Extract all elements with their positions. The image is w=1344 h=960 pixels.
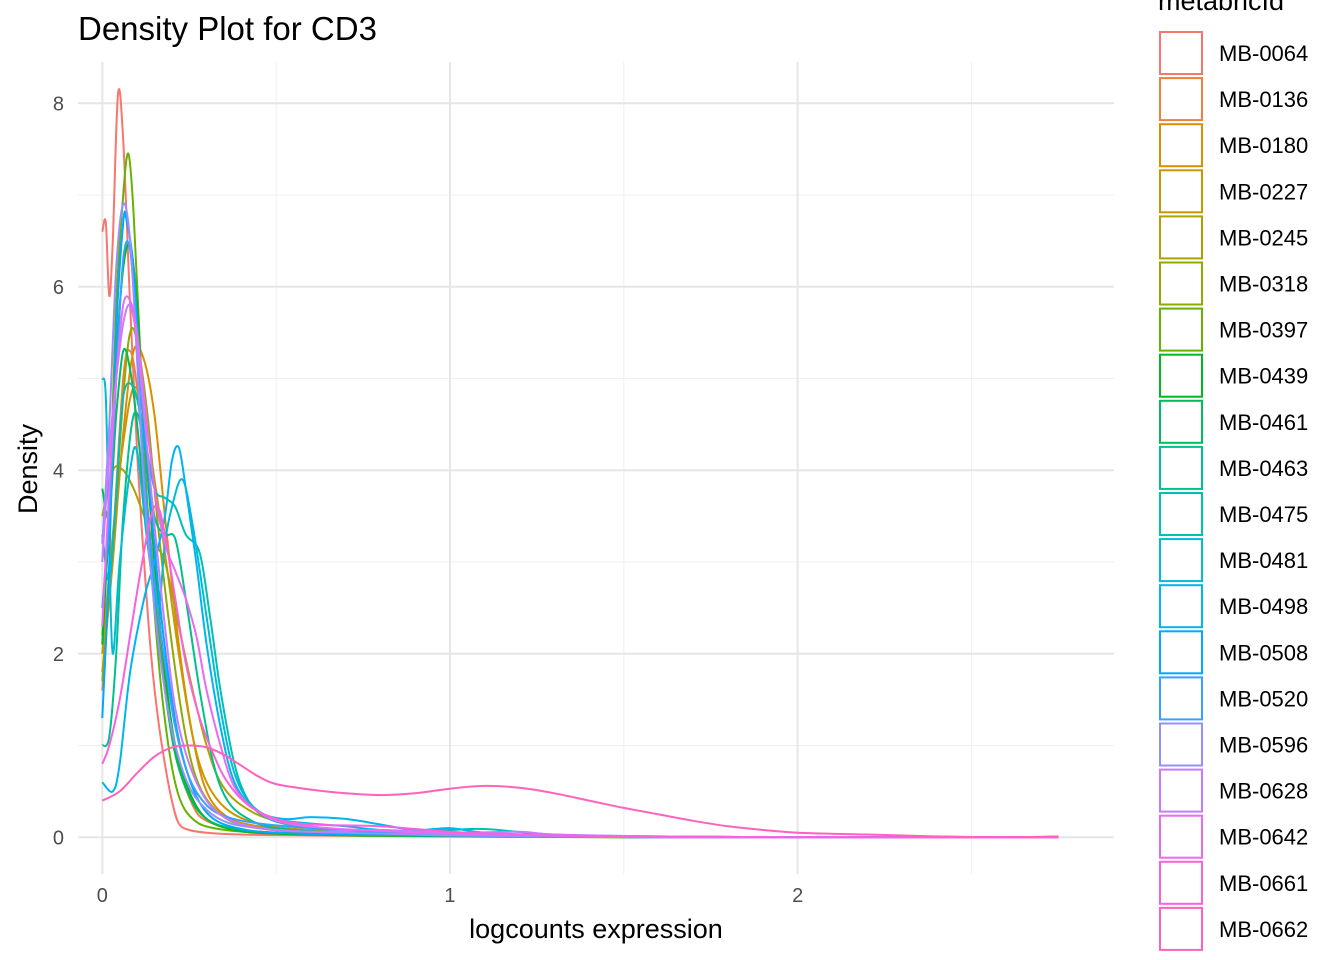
legend-item-mb-0227: MB-0227 [1159, 169, 1308, 214]
legend-item-mb-0463: MB-0463 [1159, 445, 1308, 490]
density-curve-mb-0628 [101, 303, 1059, 839]
density-curve-mb-0498 [101, 444, 1059, 839]
y-tick-label: 2 [53, 644, 64, 666]
legend-key [1159, 584, 1203, 629]
legend-item-mb-0318: MB-0318 [1159, 261, 1308, 306]
legend-item-mb-0245: MB-0245 [1159, 215, 1308, 260]
legend-key [1159, 538, 1203, 583]
legend-label: MB-0475 [1219, 502, 1308, 527]
legend-key [1159, 676, 1203, 721]
legend-key [1159, 307, 1203, 352]
legend-item-mb-0397: MB-0397 [1159, 307, 1308, 352]
legend-key [1159, 169, 1203, 214]
density-curve-mb-0463 [101, 410, 1059, 839]
legend-item-mb-0662: MB-0662 [1159, 906, 1308, 951]
legend-label: MB-0180 [1219, 133, 1308, 158]
density-curve-mb-0136 [101, 349, 1059, 839]
legend-label: MB-0498 [1219, 594, 1308, 619]
legend-label: MB-0508 [1219, 640, 1308, 665]
chart-title: Density Plot for CD3 [78, 10, 377, 47]
x-tick-label: 0 [97, 885, 108, 907]
legend-label: MB-0596 [1219, 733, 1308, 758]
y-tick-label: 6 [53, 277, 64, 299]
legend-key [1159, 77, 1203, 122]
legend-item-mb-0628: MB-0628 [1159, 768, 1308, 813]
density-curve-mb-0662 [101, 744, 1059, 839]
legend-items: MB-0064 MB-0136 MB-0180 MB-0227 MB-0245 MB-03… [1159, 31, 1308, 951]
legend-label: MB-0136 [1219, 87, 1308, 112]
legend-key [1159, 215, 1203, 260]
x-axis-title: logcounts expression [469, 914, 723, 944]
density-curve-mb-0508 [101, 210, 1059, 839]
y-tick-label: 0 [53, 827, 64, 849]
legend-item-mb-0642: MB-0642 [1159, 814, 1308, 859]
legend-item-mb-0064: MB-0064 [1159, 31, 1308, 75]
legend-label: MB-0463 [1219, 456, 1308, 481]
legend-label: MB-0227 [1219, 179, 1308, 204]
legend-key [1159, 353, 1203, 398]
legend-title: metabricId [1158, 0, 1284, 16]
legend-item-mb-0596: MB-0596 [1159, 722, 1308, 767]
legend-label: MB-0439 [1219, 364, 1308, 389]
legend-item-mb-0475: MB-0475 [1159, 492, 1308, 536]
density-curve-mb-0642 [101, 295, 1059, 839]
legend-key [1159, 906, 1203, 951]
legend-label: MB-0064 [1219, 41, 1308, 66]
legend-item-mb-0508: MB-0508 [1159, 630, 1308, 675]
y-tick-label: 4 [53, 460, 64, 482]
minor-gridlines [78, 62, 1114, 874]
x-tick-label: 1 [444, 885, 455, 907]
density-curve-mb-0596 [101, 202, 1059, 839]
legend-label: MB-0397 [1219, 318, 1308, 343]
legend-key [1159, 630, 1203, 675]
density-curve-mb-0661 [101, 504, 1059, 839]
density-curve-mb-0318 [101, 326, 1059, 839]
legend: metabricId MB-0064MB-0136MB-0180MB-0227M… [1158, 0, 1308, 951]
density-curves [101, 88, 1059, 839]
y-tick-label: 8 [53, 93, 64, 115]
major-gridlines [78, 62, 1114, 874]
legend-item-mb-0661: MB-0661 [1159, 860, 1308, 905]
legend-key [1159, 399, 1203, 444]
density-curve-mb-0180 [101, 344, 1059, 839]
legend-item-mb-0439: MB-0439 [1159, 353, 1308, 398]
legend-key [1159, 445, 1203, 490]
density-curve-mb-0461 [101, 347, 1059, 839]
legend-label: MB-0481 [1219, 548, 1308, 573]
legend-label: MB-0642 [1219, 825, 1308, 850]
legend-key [1159, 123, 1203, 168]
legend-label: MB-0318 [1219, 272, 1308, 297]
density-curve-mb-0245 [101, 465, 1059, 839]
legend-label: MB-0245 [1219, 225, 1308, 250]
legend-key [1159, 722, 1203, 767]
density-curve-mb-0227 [101, 385, 1059, 839]
x-tick-label: 2 [792, 885, 803, 907]
y-axis-title: Density [13, 423, 43, 514]
legend-key [1159, 860, 1203, 905]
legend-item-mb-0136: MB-0136 [1159, 77, 1308, 122]
legend-key [1159, 768, 1203, 813]
legend-label: MB-0520 [1219, 686, 1308, 711]
legend-label: MB-0661 [1219, 871, 1308, 896]
legend-key [1159, 31, 1203, 75]
x-axis-tick-labels: 0 1 2 [97, 885, 803, 907]
legend-key [1159, 814, 1203, 859]
density-curve-mb-0397 [101, 152, 1059, 839]
legend-label: MB-0461 [1219, 410, 1308, 435]
legend-label: MB-0662 [1219, 917, 1308, 942]
density-curve-mb-0520 [101, 240, 1059, 839]
legend-item-mb-0481: MB-0481 [1159, 538, 1308, 583]
legend-key [1159, 492, 1203, 536]
density-curve-mb-0064 [101, 88, 1059, 839]
legend-item-mb-0498: MB-0498 [1159, 584, 1308, 629]
legend-item-mb-0180: MB-0180 [1159, 123, 1308, 168]
legend-item-mb-0461: MB-0461 [1159, 399, 1308, 444]
density-curve-mb-0439 [101, 242, 1059, 839]
legend-label: MB-0628 [1219, 779, 1308, 804]
legend-item-mb-0520: MB-0520 [1159, 676, 1308, 721]
legend-key [1159, 261, 1203, 306]
y-axis-tick-labels: 0 2 4 6 8 [53, 93, 64, 849]
